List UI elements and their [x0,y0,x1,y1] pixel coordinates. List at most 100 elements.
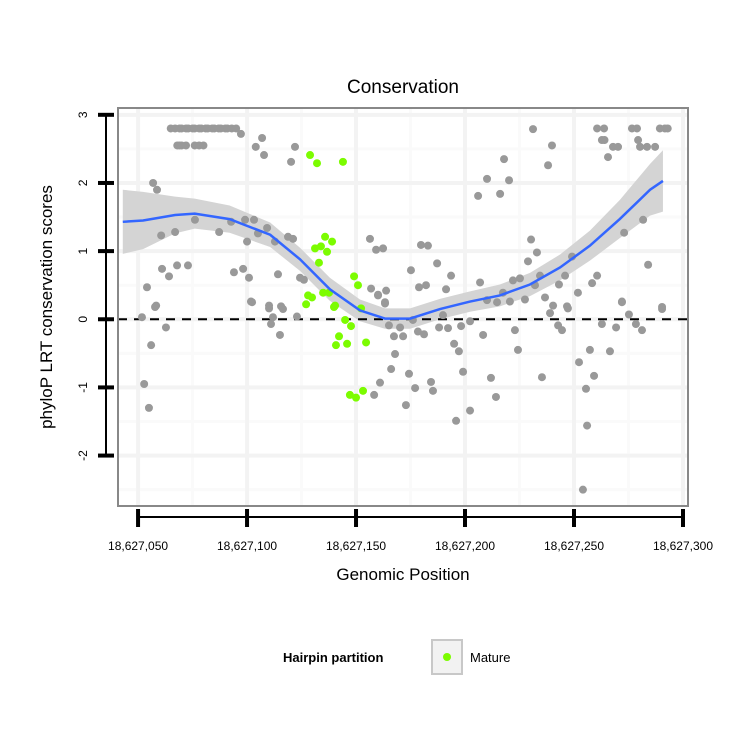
point-other [558,326,567,335]
point-other [379,244,388,253]
point-other [585,345,594,354]
point-other [411,384,420,393]
point-other [251,142,260,151]
point-other [427,377,436,386]
point-other [157,231,166,240]
legend-label-mature: Mature [470,650,510,665]
point-other [575,358,584,367]
y-axis: -2 -1 0 1 2 3 [76,111,114,461]
point-other [466,406,475,415]
point-other [547,141,556,150]
legend: Hairpin partition Mature [283,639,510,675]
point-other [554,280,563,289]
point-other [450,339,459,348]
point-other [578,485,587,494]
point-other [245,273,254,282]
point-other [632,124,641,133]
point-other [444,324,453,333]
chart-title: Conservation [347,77,459,98]
point-other [399,332,408,341]
point-other [299,275,308,284]
point-mature [330,303,339,311]
point-other [537,373,546,382]
point-other [636,142,645,151]
point-other [459,367,468,376]
x-tick-label: 18,627,050 [108,539,168,553]
point-other [510,326,519,335]
point-other [173,261,182,270]
point-other [258,133,267,142]
point-other [491,392,500,401]
point-other [663,124,672,133]
point-mature [323,247,332,256]
point-other [474,191,483,200]
point-other [620,228,629,237]
y-tick-label: 0 [76,316,90,323]
point-other [151,303,160,311]
point-other [161,323,170,332]
point-other [593,271,602,280]
point-mature [321,232,330,241]
point-other [241,215,250,224]
point-mature [362,338,371,347]
point-other [374,291,383,300]
point-other [215,228,224,237]
point-other [287,157,296,166]
point-mature [350,272,359,281]
point-other [428,386,437,395]
point-other [381,299,390,308]
point-other [401,401,410,410]
point-other [267,320,276,329]
point-other [279,305,288,314]
point-other [583,421,592,430]
point-other [452,416,461,425]
point-other [423,241,432,250]
point-other [486,373,495,382]
point-mature [359,386,368,395]
point-other [454,347,463,356]
point-other [643,142,652,151]
point-other [658,305,667,314]
point-other [275,330,284,339]
legend-mature-dot [443,653,451,661]
point-other [292,312,301,321]
point-other [365,234,374,243]
point-mature [316,242,325,251]
smooth-line [122,179,664,320]
point-other [199,141,208,150]
point-other [614,142,623,151]
point-mature [307,293,316,302]
legend-title: Hairpin partition [283,650,383,665]
point-other [438,311,447,320]
point-other [546,309,555,318]
y-tick-label: 1 [76,247,90,254]
point-other [532,248,541,257]
point-other [527,235,536,244]
point-other [404,369,413,378]
point-mature [331,341,340,350]
point-other [243,237,252,246]
point-other [590,371,599,380]
point-other [250,215,259,224]
point-other [367,284,376,293]
point-other [158,264,167,273]
point-other [544,161,553,170]
point-other [529,125,538,134]
point-other [600,136,609,145]
point-other [147,341,156,350]
point-other [239,264,248,273]
point-other [513,345,522,354]
point-other [273,270,282,279]
y-tick-label: 2 [76,179,90,186]
point-other [604,153,613,162]
x-tick-label: 18,627,300 [653,539,713,553]
point-mature [302,300,311,309]
point-other [142,283,151,292]
point-mature [347,322,356,331]
point-other [493,298,502,307]
point-other [508,276,517,285]
point-other [612,323,621,332]
point-mature [313,159,322,168]
point-other [190,215,199,224]
point-mature [306,151,315,160]
